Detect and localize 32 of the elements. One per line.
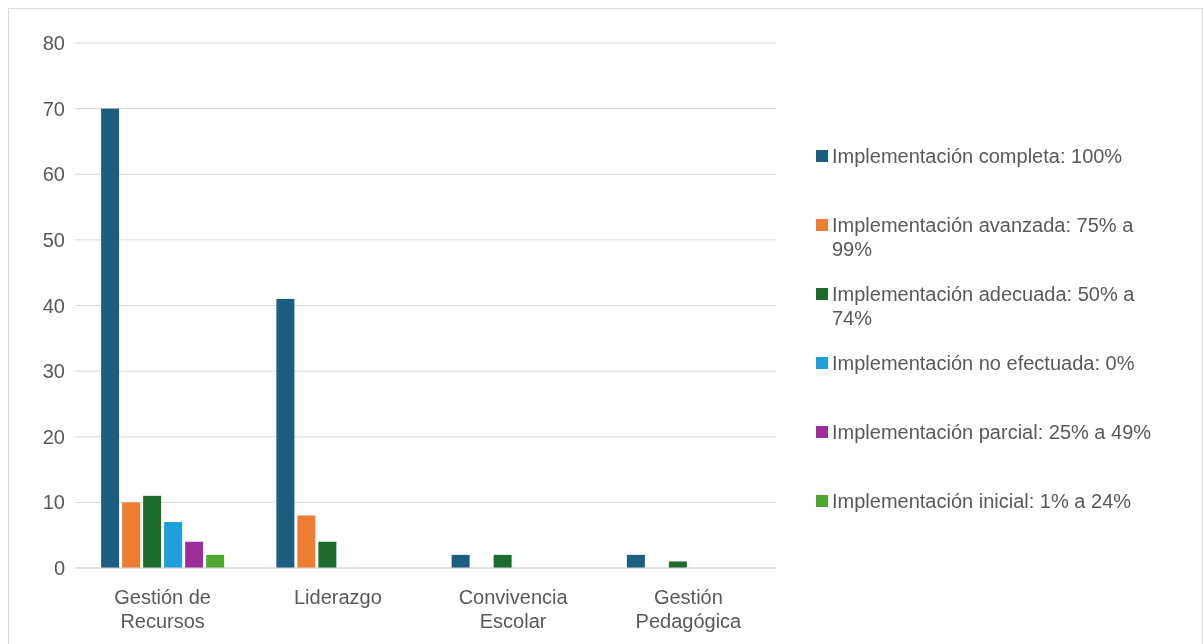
bar xyxy=(318,541,337,568)
y-tick-label: 50 xyxy=(42,228,65,251)
y-tick-label: 60 xyxy=(42,163,65,186)
y-tick-label: 20 xyxy=(42,425,65,448)
bar xyxy=(451,554,470,568)
y-tick-label: 80 xyxy=(42,32,65,54)
bar xyxy=(164,522,183,568)
bar xyxy=(276,298,295,568)
x-tick-label: Gestión Pedagógica xyxy=(635,586,743,632)
y-tick-label: 30 xyxy=(42,360,65,383)
y-tick-label: 70 xyxy=(42,97,65,120)
bar xyxy=(143,495,162,568)
legend-label: Implementación completa: 100% xyxy=(832,145,1123,167)
y-tick-label: 10 xyxy=(42,491,65,514)
bar xyxy=(493,554,512,568)
legend-label: Implementación avanzada: 75% a 99% xyxy=(832,214,1135,260)
y-tick-label: 0 xyxy=(53,557,65,579)
legend-label: Implementación adecuada: 50% a 74% xyxy=(832,283,1136,329)
legend-label: Implementación inicial: 1% a 24% xyxy=(832,490,1132,512)
x-tick-label: Liderazgo xyxy=(293,586,382,608)
bar xyxy=(206,554,225,568)
bar xyxy=(626,554,645,568)
bar xyxy=(185,541,204,568)
legend-label: Implementación parcial: 25% a 49% xyxy=(832,421,1152,443)
bar xyxy=(122,502,141,568)
legend-label: Implementación no efectuada: 0% xyxy=(832,352,1135,374)
bar xyxy=(297,515,316,568)
y-tick-label: 40 xyxy=(42,294,65,317)
x-tick-label: Convivencia Escolar xyxy=(458,586,569,632)
bar xyxy=(668,561,687,568)
bar xyxy=(101,108,120,568)
x-tick-label: Gestión de Recursos xyxy=(114,586,211,632)
